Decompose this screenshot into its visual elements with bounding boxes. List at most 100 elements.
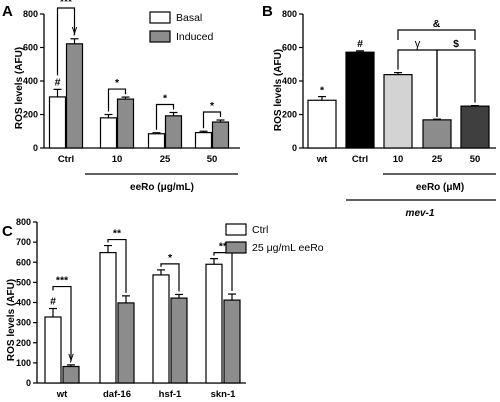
panel-c-ctrl-bar — [205, 263, 223, 384]
legend-swatch-ctrl — [225, 223, 247, 236]
panel-c-ytick-label: 200 — [16, 338, 31, 348]
panel-a-category-label: 50 — [207, 154, 218, 165]
panel-c-category-label: hsf-1 — [159, 389, 182, 400]
panel-c-ctrl-bar — [152, 274, 170, 384]
panel-b-gamma-significance: γ — [415, 38, 421, 50]
panel-a: A ROS levels (AFU) 0 200 400 600 800 Ctrl 10 2… — [2, 0, 240, 193]
panel-b-strain-label: mev-1 — [406, 208, 435, 219]
panel-letter-b: B — [262, 3, 273, 20]
panel-c-ytick-label: 700 — [16, 237, 31, 247]
panel-b-ampersand-significance: & — [433, 18, 441, 30]
panel-c-ylabel: ROS levels (AFU) — [6, 279, 17, 361]
panel-a-dose-significance: * — [163, 92, 168, 104]
panel-b: B ROS levels (AFU) 0 200 400 600 800 wt Ctrl 1… — [262, 3, 496, 219]
panel-c-ytick-label: 300 — [16, 318, 31, 328]
panel-c-hash-mark: # — [50, 296, 56, 308]
panel-a-basal-bar — [99, 117, 118, 149]
panel-b-category-label: 10 — [393, 154, 404, 165]
panel-a-basal-bar — [48, 96, 67, 149]
panel-c-ctrl-bar — [44, 316, 62, 384]
panel-a-dose-bracket — [155, 103, 175, 130]
panel-c-hsf-1-significance: * — [168, 252, 173, 264]
panel-c-eero-bar — [117, 302, 135, 384]
panel-b-category-label: 50 — [470, 154, 481, 165]
panel-b-Ctrl-bar — [345, 51, 375, 149]
panel-a-induced-bar — [65, 43, 84, 149]
panel-c-category-label: daf-16 — [103, 389, 131, 400]
panel-a-ytick-label: 400 — [23, 76, 38, 86]
panel-c-gamma-mark: γ — [68, 351, 74, 363]
panel-b-group-label: eeRo (μM) — [416, 182, 464, 193]
panel-a-basal-bar — [147, 133, 166, 149]
panel-a-ylabel: ROS levels (AFU) — [14, 47, 25, 129]
panel-a-ytick-label: 0 — [33, 143, 38, 153]
legend-swatch-eero — [225, 241, 247, 254]
panel-letter-c: C — [2, 223, 13, 240]
panel-b-ytick-label: 600 — [282, 43, 297, 53]
panel-b-ytick-label: 800 — [282, 9, 297, 19]
panel-c-legend: Ctrl 25 μg/mL eeRo — [225, 223, 324, 254]
panel-a-ytick-label: 200 — [23, 110, 38, 120]
panel-b-dollar-significance: $ — [453, 38, 459, 50]
panel-b-50-bar — [460, 105, 490, 149]
panel-a-category-label: 25 — [160, 154, 171, 165]
panel-a-category-label: Ctrl — [58, 154, 74, 165]
panel-a-ctrl-bracket — [56, 7, 76, 76]
panel-c-skn-1-bracket — [213, 252, 233, 292]
panel-c-eero-bar — [62, 365, 80, 384]
panel-letter-a: A — [2, 3, 13, 20]
panel-a-ytick-label: 800 — [23, 9, 38, 19]
panel-a-hash-mark: # — [55, 76, 61, 88]
panel-b-category-label: Ctrl — [352, 154, 368, 165]
panel-a-induced-bar — [164, 115, 183, 149]
panel-a-ytick-label: 600 — [23, 43, 38, 53]
panel-c-wt-significance: *** — [56, 275, 69, 287]
panel-c-ytick-label: 0 — [26, 378, 31, 388]
panel-b-dollar-bracket — [436, 49, 476, 117]
panel-c-daf-16-bracket — [107, 238, 127, 293]
panel-b-category-label: wt — [316, 154, 328, 165]
panel-a-gamma-mark: γ — [72, 24, 78, 36]
panel-a-dose-significance: * — [210, 100, 215, 112]
panel-c-skn-1-significance: ** — [219, 241, 228, 253]
panel-c-ytick-label: 600 — [16, 257, 31, 267]
panel-b-25-bar — [422, 119, 452, 149]
panel-a-group-label: eeRo (μg/mL) — [130, 182, 194, 193]
panel-a-legend: Basal Induced — [149, 11, 214, 43]
panel-b-hash-mark: # — [357, 38, 363, 50]
panel-c-category-label: skn-1 — [211, 389, 237, 400]
panel-c-eero-bar — [223, 299, 241, 384]
panel-a-dose-bracket — [107, 88, 127, 112]
legend-label-induced: Induced — [176, 31, 214, 43]
panel-a-dose-significance: * — [115, 77, 120, 89]
panel-a-induced-bar — [211, 121, 230, 149]
panel-a-dose-bracket — [202, 111, 222, 129]
panel-a-ctrl-significance: *** — [60, 0, 73, 8]
legend-swatch-basal — [149, 11, 171, 24]
legend-label-ctrl: Ctrl — [252, 224, 268, 236]
panel-b-ytick-label: 0 — [292, 143, 297, 153]
panel-c-daf-16-significance: ** — [113, 228, 122, 240]
panel-c-hsf-1-bracket — [160, 263, 180, 292]
panel-b-10-bar — [383, 74, 413, 149]
panel-b-ylabel: ROS levels (AFU) — [273, 49, 284, 131]
panel-b-category-label: 25 — [432, 154, 443, 165]
panel-b-wt-bar — [307, 99, 337, 149]
panel-a-induced-bar — [116, 98, 135, 149]
panel-b-ytick-label: 200 — [282, 110, 297, 120]
panel-c-eero-bar — [170, 297, 188, 384]
legend-label-eero: 25 μg/mL eeRo — [252, 242, 324, 254]
panel-c-ytick-label: 100 — [16, 358, 31, 368]
panel-c-wt-bracket — [52, 285, 72, 361]
panel-c: C ROS levels (AFU) 0 100 200 300 400 500 600 70… — [2, 217, 324, 400]
panel-c-ytick-label: 400 — [16, 298, 31, 308]
panel-c-category-label: wt — [56, 389, 68, 400]
panel-c-ytick-label: 800 — [16, 217, 31, 227]
panel-b-ytick-label: 400 — [282, 76, 297, 86]
panel-b-ampersand-bracket — [397, 29, 476, 40]
panel-a-basal-bar — [194, 131, 213, 149]
legend-swatch-induced — [149, 30, 171, 43]
panel-b-star-mark: * — [320, 85, 325, 97]
panel-a-category-label: 10 — [112, 154, 123, 165]
